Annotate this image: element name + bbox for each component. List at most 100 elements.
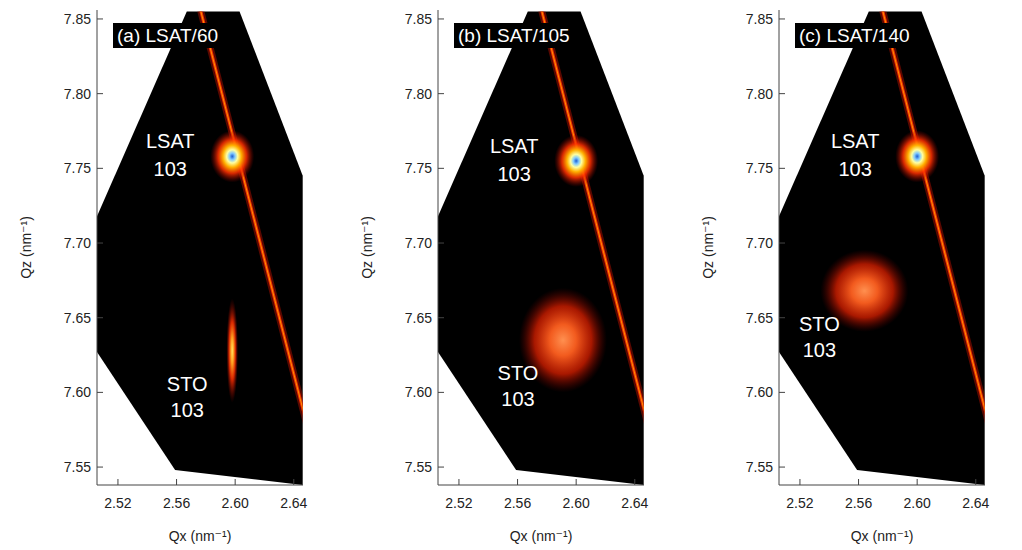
- plot-area: [779, 11, 985, 485]
- y-tick: [438, 392, 444, 393]
- y-tick: [97, 243, 103, 244]
- x-axis: [97, 485, 303, 486]
- peak-label-line: 103: [838, 158, 871, 180]
- peak-label-line: STO: [167, 373, 208, 395]
- x-tick: [917, 479, 918, 485]
- map-marks: [201, 11, 303, 436]
- x-tick: [799, 479, 800, 485]
- y-tick: [97, 317, 103, 318]
- y-tick-label: 7.65: [64, 310, 91, 326]
- peak-label-line: LSAT: [146, 130, 195, 152]
- x-tick: [975, 479, 976, 485]
- peak-label-line: 103: [497, 163, 530, 185]
- panel: 7.557.607.657.707.757.807.852.522.562.60…: [700, 10, 992, 544]
- y-tick: [97, 392, 103, 393]
- y-tick-label: 7.85: [746, 11, 773, 27]
- y-tick: [779, 317, 785, 318]
- x-tick-label: 2.60: [222, 495, 249, 511]
- figure: 7.55 7.60 7.65 7.70 7.75 7.80 7.85 2.52 2.56 2.60…: [0, 0, 1022, 550]
- title-background: [795, 23, 914, 48]
- x-tick-label: 2.56: [504, 495, 531, 511]
- analyzer-streak: [201, 11, 303, 436]
- x-tick: [517, 479, 518, 485]
- y-tick-label: 7.60: [746, 384, 773, 400]
- map-marks: [820, 11, 985, 436]
- y-tick-label: 7.55: [64, 459, 91, 475]
- y-tick-label: 7.55: [746, 459, 773, 475]
- x-tick: [634, 479, 635, 485]
- y-tick: [779, 93, 785, 94]
- scan-coverage: [438, 11, 644, 485]
- diffraction-peak: [895, 130, 939, 182]
- y-tick: [779, 18, 785, 19]
- scan-coverage: [779, 11, 985, 485]
- y-tick-label: 7.80: [405, 86, 432, 102]
- y-tick-label: 7.75: [405, 160, 432, 176]
- peak-label-line: 103: [501, 388, 534, 410]
- x-tick-label: 2.52: [445, 495, 472, 511]
- x-tick-label: 2.64: [962, 495, 989, 511]
- peak-label-line: LSAT: [831, 130, 880, 152]
- y-tick: [97, 168, 103, 169]
- analyzer-streak: [883, 11, 985, 436]
- y-tick-label: 7.85: [405, 11, 432, 27]
- y-tick-label: 7.65: [746, 310, 773, 326]
- diffraction-peak: [226, 298, 238, 403]
- diffraction-peak: [554, 135, 598, 187]
- panel-title: (a) LSAT/60: [117, 25, 218, 46]
- plot-area: [438, 11, 644, 485]
- plot-area: [97, 11, 303, 485]
- y-axis-title: Qz (nm⁻¹): [18, 216, 34, 279]
- y-axis: [97, 10, 98, 485]
- y-tick: [779, 467, 785, 468]
- y-tick-label: 7.75: [746, 160, 773, 176]
- analyzer-streak: [883, 11, 985, 436]
- x-tick: [858, 479, 859, 485]
- y-tick: [438, 243, 444, 244]
- y-tick-label: 7.60: [64, 384, 91, 400]
- scan-coverage: [97, 11, 303, 485]
- panel-title: (b) LSAT/105: [458, 25, 570, 46]
- y-tick: [438, 317, 444, 318]
- y-axis: [438, 10, 439, 485]
- y-tick-label: 7.65: [405, 310, 432, 326]
- title-background: [113, 23, 222, 48]
- peak-label: LSAT 103: [146, 130, 195, 180]
- y-tick: [779, 168, 785, 169]
- y-tick-label: 7.80: [64, 86, 91, 102]
- diffraction-peak: [210, 130, 254, 182]
- analyzer-streak: [883, 11, 985, 436]
- x-tick: [117, 479, 118, 485]
- x-tick: [293, 479, 294, 485]
- peak-label-line: 103: [154, 158, 187, 180]
- y-tick-label: 7.85: [64, 11, 91, 27]
- analyzer-streak: [201, 11, 303, 436]
- peak-label-line: STO: [498, 362, 539, 384]
- y-tick: [97, 93, 103, 94]
- x-axis-title: Qx (nm⁻¹): [851, 528, 914, 544]
- peak-label-line: 103: [803, 339, 836, 361]
- x-tick: [176, 479, 177, 485]
- x-axis: [438, 485, 644, 486]
- y-axis-title: Qz (nm⁻¹): [700, 216, 716, 279]
- peak-label: STO 103: [498, 362, 539, 410]
- y-tick: [97, 467, 103, 468]
- y-tick-label: 7.80: [746, 86, 773, 102]
- x-tick-label: 2.64: [280, 495, 307, 511]
- y-tick-label: 7.55: [405, 459, 432, 475]
- y-tick: [438, 168, 444, 169]
- y-tick: [438, 93, 444, 94]
- y-tick-label: 7.70: [64, 235, 91, 251]
- panel: 7.557.607.657.707.757.807.852.522.562.60…: [18, 10, 310, 544]
- panel-title: (c) LSAT/140: [799, 25, 910, 46]
- peak-label-line: LSAT: [490, 135, 539, 157]
- x-tick: [235, 479, 236, 485]
- y-tick-label: 7.70: [405, 235, 432, 251]
- x-tick-label: 2.52: [786, 495, 813, 511]
- x-axis-title: Qx (nm⁻¹): [510, 528, 573, 544]
- y-axis: [779, 10, 780, 485]
- y-tick: [438, 467, 444, 468]
- peak-label: LSAT 103: [490, 135, 539, 185]
- x-tick-label: 2.60: [563, 495, 590, 511]
- x-tick-label: 2.64: [621, 495, 648, 511]
